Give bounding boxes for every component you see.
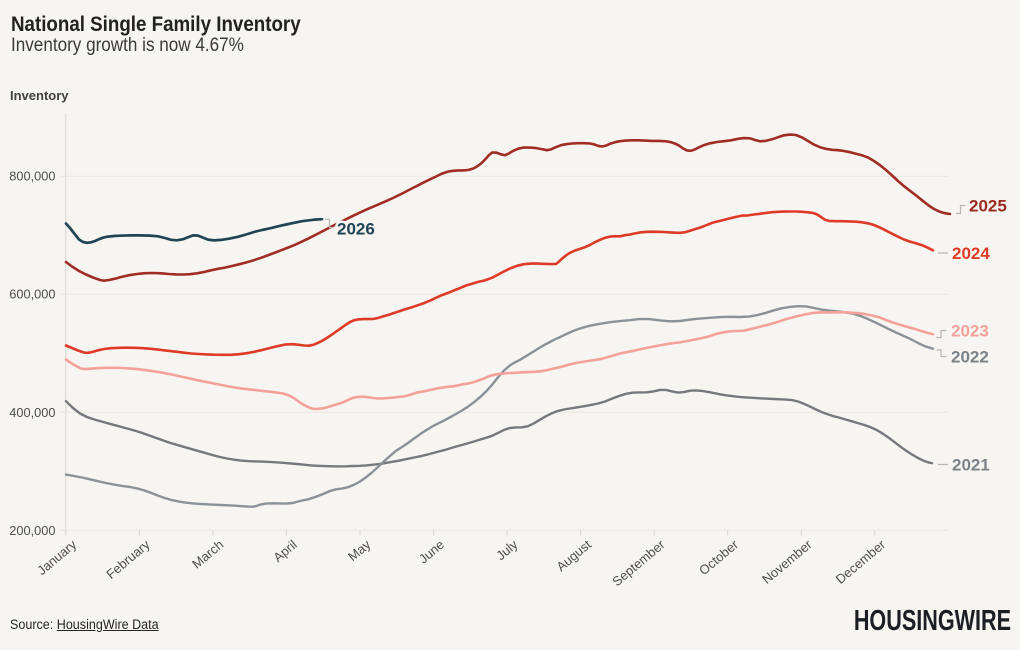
- svg-text:July: July: [493, 536, 521, 563]
- svg-text:2024: 2024: [952, 244, 990, 263]
- svg-text:August: August: [553, 537, 594, 575]
- svg-text:800,000: 800,000: [9, 169, 55, 184]
- svg-text:2023: 2023: [951, 322, 989, 341]
- svg-text:December: December: [833, 536, 889, 586]
- svg-text:400,000: 400,000: [9, 405, 55, 420]
- svg-text:April: April: [270, 537, 300, 565]
- svg-text:600,000: 600,000: [9, 287, 55, 302]
- svg-text:2022: 2022: [951, 348, 989, 367]
- svg-text:October: October: [696, 536, 742, 578]
- svg-text:January: January: [34, 536, 79, 578]
- svg-text:May: May: [345, 536, 374, 564]
- svg-text:2026: 2026: [337, 220, 375, 239]
- svg-text:2021: 2021: [952, 456, 990, 475]
- svg-text:200,000: 200,000: [9, 523, 55, 538]
- svg-text:2025: 2025: [969, 197, 1007, 216]
- svg-text:September: September: [609, 536, 668, 589]
- svg-text:June: June: [416, 537, 447, 567]
- svg-text:March: March: [189, 537, 226, 572]
- svg-text:February: February: [103, 536, 153, 581]
- svg-text:November: November: [759, 536, 815, 586]
